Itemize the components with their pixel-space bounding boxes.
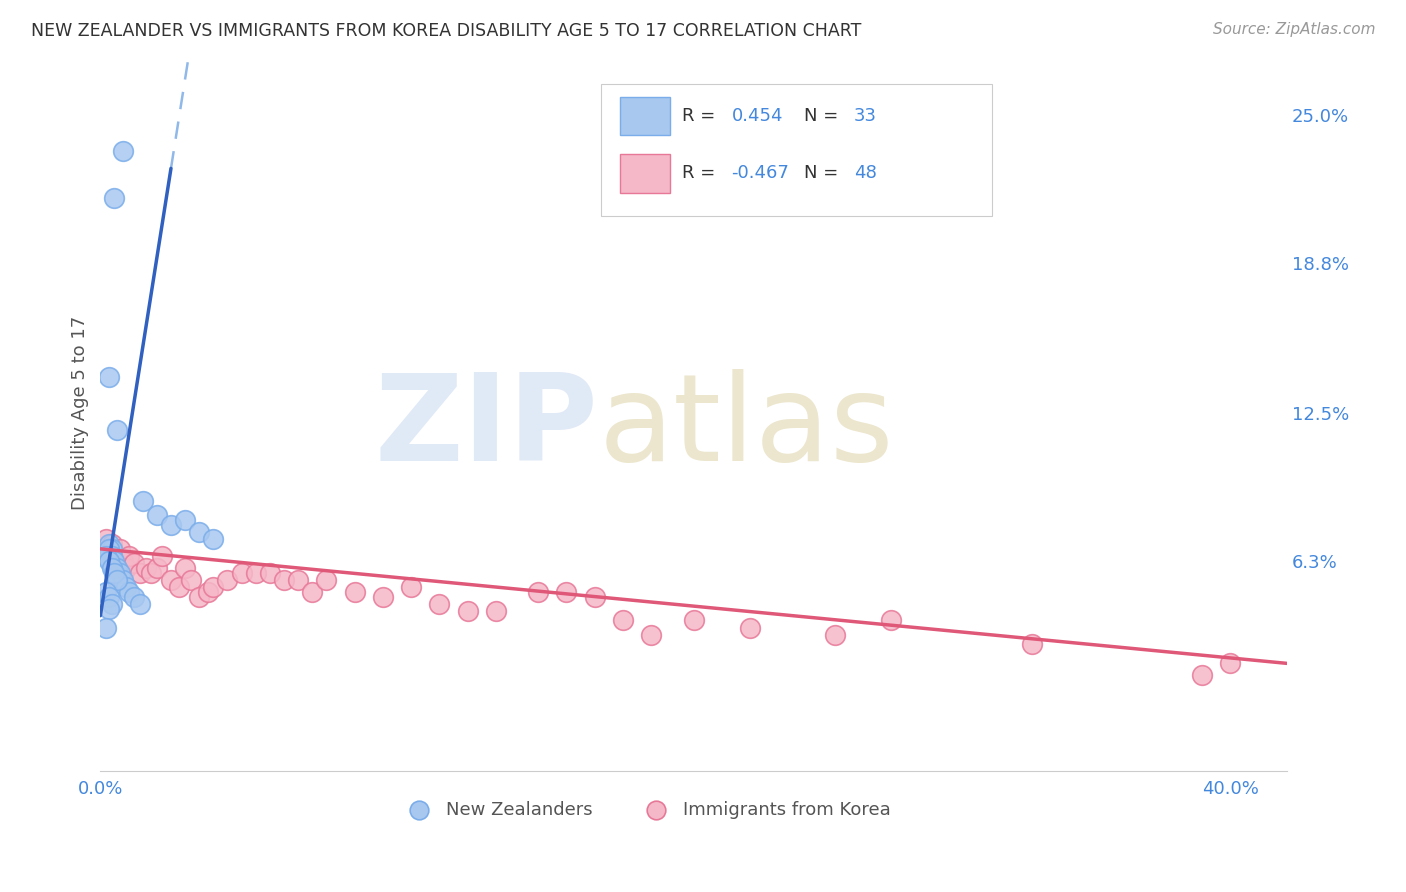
Text: N =: N = <box>804 107 844 125</box>
Point <box>197 584 219 599</box>
Point <box>100 597 122 611</box>
Point <box>97 554 120 568</box>
Point <box>97 541 120 556</box>
Point <box>1021 637 1043 651</box>
Point <box>1191 668 1213 682</box>
Point <box>301 584 323 599</box>
Point <box>399 580 422 594</box>
Text: R =: R = <box>682 107 721 125</box>
Point <box>287 573 309 587</box>
Point <box>245 566 267 580</box>
Point <box>146 508 169 523</box>
Point <box>427 597 450 611</box>
Point <box>202 580 225 594</box>
Text: N =: N = <box>804 164 844 182</box>
Point <box>97 537 120 551</box>
Point <box>180 573 202 587</box>
Point <box>217 573 239 587</box>
Point <box>259 566 281 580</box>
Point <box>141 566 163 580</box>
FancyBboxPatch shape <box>620 96 669 136</box>
Y-axis label: Disability Age 5 to 17: Disability Age 5 to 17 <box>72 316 89 510</box>
Point <box>103 191 125 205</box>
Point <box>94 533 117 547</box>
Point <box>174 561 197 575</box>
Point <box>135 561 157 575</box>
Point <box>824 628 846 642</box>
Text: ZIP: ZIP <box>375 368 599 486</box>
Point <box>94 584 117 599</box>
Point <box>103 549 125 563</box>
Point <box>132 494 155 508</box>
Point <box>122 590 145 604</box>
Point <box>105 423 128 437</box>
Text: 33: 33 <box>853 107 877 125</box>
Point <box>97 590 120 604</box>
Point <box>105 561 128 575</box>
Point <box>128 566 150 580</box>
Text: 0.454: 0.454 <box>731 107 783 125</box>
Point <box>103 554 125 568</box>
Point <box>105 561 128 575</box>
Point <box>97 370 120 384</box>
FancyBboxPatch shape <box>620 154 669 193</box>
Point <box>94 549 117 563</box>
Point <box>105 573 128 587</box>
Point <box>108 566 131 580</box>
Point <box>114 561 136 575</box>
Point <box>94 549 117 563</box>
Point <box>169 580 191 594</box>
Point <box>108 541 131 556</box>
Point <box>100 549 122 563</box>
Point <box>527 584 550 599</box>
Point <box>343 584 366 599</box>
Point <box>160 518 183 533</box>
Point <box>188 525 211 540</box>
Point <box>103 566 125 580</box>
Point <box>160 573 183 587</box>
Point <box>273 573 295 587</box>
Text: NEW ZEALANDER VS IMMIGRANTS FROM KOREA DISABILITY AGE 5 TO 17 CORRELATION CHART: NEW ZEALANDER VS IMMIGRANTS FROM KOREA D… <box>31 22 862 40</box>
Text: 48: 48 <box>853 164 876 182</box>
Point <box>174 513 197 527</box>
Point <box>94 621 117 635</box>
Point <box>188 590 211 604</box>
Point <box>111 573 134 587</box>
Point <box>97 541 120 556</box>
Point <box>122 556 145 570</box>
Legend: New Zealanders, Immigrants from Korea: New Zealanders, Immigrants from Korea <box>394 794 898 826</box>
Point <box>100 541 122 556</box>
Point <box>111 144 134 158</box>
Point <box>231 566 253 580</box>
Text: Source: ZipAtlas.com: Source: ZipAtlas.com <box>1212 22 1375 37</box>
Text: atlas: atlas <box>599 368 894 486</box>
Point <box>202 533 225 547</box>
Point <box>457 604 479 618</box>
Point <box>612 614 634 628</box>
Point <box>100 537 122 551</box>
Point <box>315 573 337 587</box>
FancyBboxPatch shape <box>600 84 993 216</box>
Point <box>100 561 122 575</box>
Point <box>583 590 606 604</box>
Point <box>738 621 761 635</box>
Point <box>640 628 662 642</box>
Point <box>111 554 134 568</box>
Point <box>371 590 394 604</box>
Point <box>97 601 120 615</box>
Point <box>114 580 136 594</box>
Point <box>152 549 174 563</box>
Point <box>1219 657 1241 671</box>
Point <box>682 614 704 628</box>
Point <box>128 597 150 611</box>
Text: R =: R = <box>682 164 721 182</box>
Point <box>880 614 903 628</box>
Point <box>117 584 139 599</box>
Point <box>146 561 169 575</box>
Text: -0.467: -0.467 <box>731 164 789 182</box>
Point <box>117 549 139 563</box>
Point <box>485 604 508 618</box>
Point <box>555 584 578 599</box>
